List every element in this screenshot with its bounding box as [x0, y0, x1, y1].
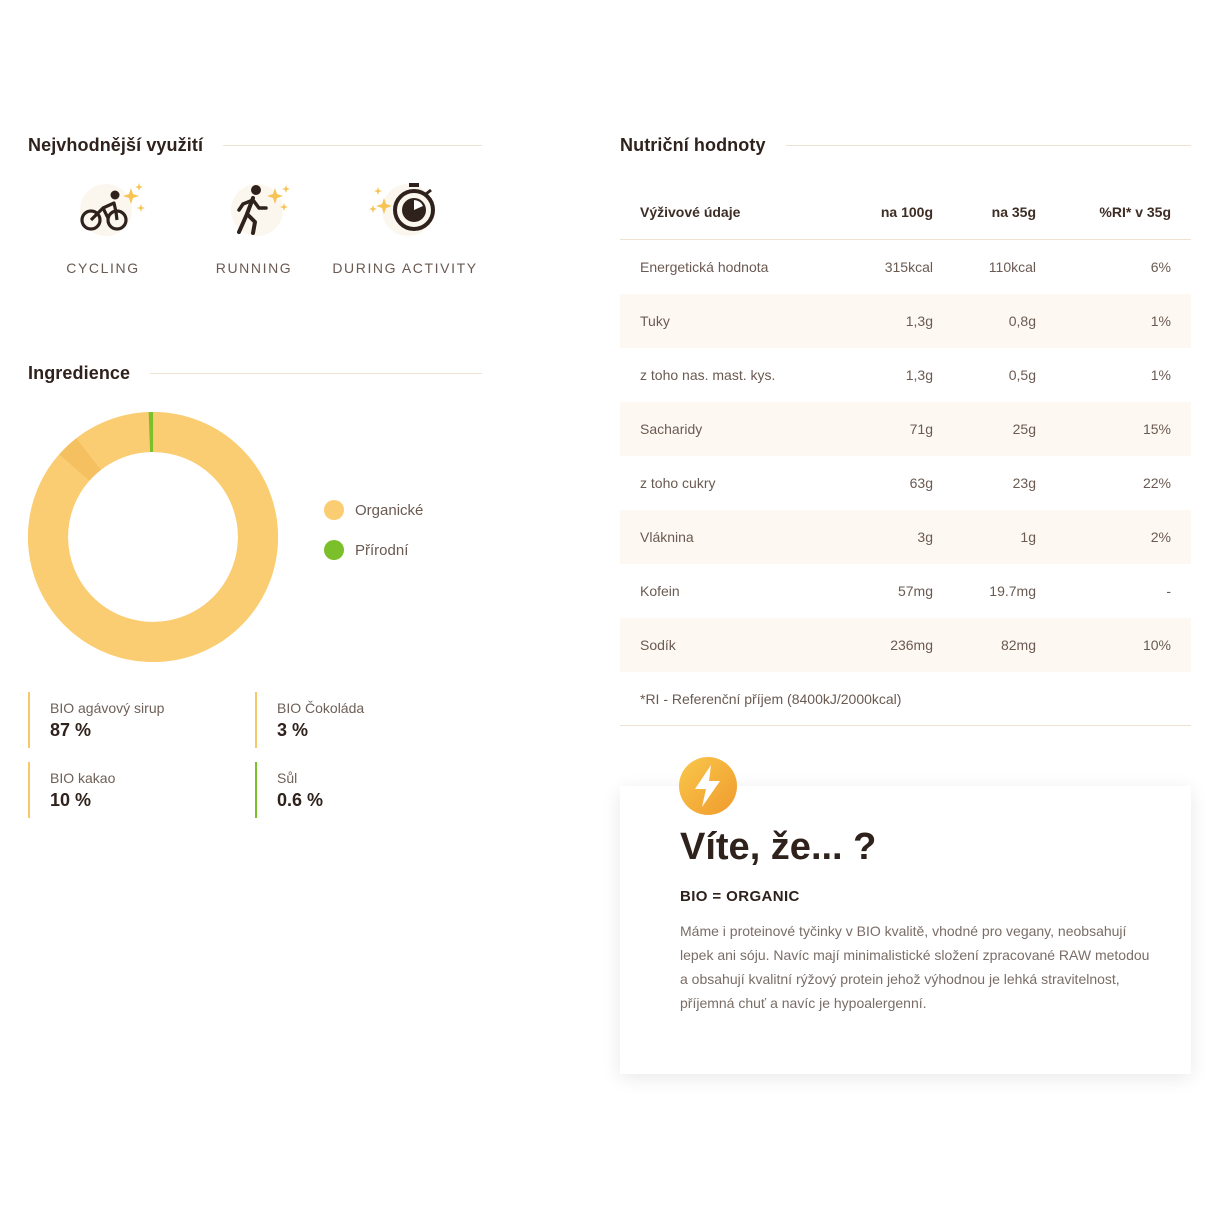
ingredients-donut-chart	[28, 412, 278, 662]
ri-percent: 22%	[1142, 475, 1171, 491]
value-per-35g: 25g	[1012, 421, 1036, 437]
ingredient-percent: 87 %	[50, 720, 92, 740]
value-per-100g: 63g	[909, 475, 933, 491]
value-per-35g: 23g	[1012, 475, 1036, 491]
legend-item-organic[interactable]: Organické	[324, 498, 423, 522]
value-per-35g: 82mg	[1000, 637, 1036, 653]
value-per-35g: 0,8g	[1008, 313, 1036, 329]
nutrient-name: Energetická hodnota	[640, 259, 769, 275]
heading-divider	[223, 144, 482, 146]
value-per-100g: 236mg	[890, 637, 933, 653]
ri-percent: 6%	[1150, 259, 1171, 275]
table-header-row: Výživové údaje na 100g na 35g %RI* v 35g	[620, 184, 1191, 240]
heading-divider	[785, 144, 1191, 146]
table-row: Vláknina 3g 1g 2%	[620, 510, 1191, 564]
usage-label: DURING ACTIVITY	[332, 260, 478, 276]
ri-percent: -	[1166, 583, 1171, 599]
value-per-100g: 71g	[909, 421, 933, 437]
running-icon	[237, 185, 290, 235]
nutrient-name: Sodík	[640, 637, 676, 653]
column-header: na 100g	[880, 203, 933, 220]
ingredient-name: Sůl	[277, 770, 298, 786]
ingredient-stat: BIO Čokoláda 3 %	[255, 692, 455, 748]
ri-percent: 1%	[1150, 367, 1171, 383]
value-per-100g: 1,3g	[905, 367, 933, 383]
nutrient-name: z toho nas. mast. kys.	[640, 367, 776, 383]
info-card-title: Víte, že... ?	[680, 826, 877, 868]
table-row: Tuky 1,3g 0,8g 1%	[620, 294, 1191, 348]
column-header: %RI* v 35g	[1099, 203, 1171, 220]
cycling-icon	[80, 183, 145, 231]
lightning-icon	[679, 757, 737, 815]
value-per-35g: 19.7mg	[989, 583, 1036, 599]
legend-label: Organické	[355, 501, 424, 519]
donut-segment	[28, 412, 278, 662]
nutrient-name: Sacharidy	[640, 421, 703, 437]
donut-legend: Organické Přírodní	[324, 498, 423, 578]
ingredient-stat: BIO agávový sirup 87 %	[28, 692, 228, 748]
ingredients-heading: Ingredience	[28, 361, 482, 385]
info-card	[620, 786, 1191, 1074]
nutrition-table: Výživové údaje na 100g na 35g %RI* v 35g…	[620, 184, 1191, 726]
ri-percent: 2%	[1150, 529, 1171, 545]
column-header: na 35g	[991, 203, 1036, 220]
ri-percent: 1%	[1150, 313, 1171, 329]
ingredient-name: BIO Čokoláda	[277, 700, 365, 716]
ingredient-percent: 10 %	[50, 790, 92, 810]
nutrient-name: Tuky	[640, 313, 670, 329]
usage-title: Nejvhodnější využití	[28, 134, 204, 155]
legend-label: Přírodní	[355, 541, 409, 559]
value-per-100g: 315kcal	[884, 259, 933, 275]
ingredient-percent: 0.6 %	[277, 790, 324, 810]
value-per-100g: 57mg	[897, 583, 933, 599]
ingredient-stat: BIO kakao 10 %	[28, 762, 228, 818]
ingredient-name: BIO kakao	[50, 770, 116, 786]
value-per-100g: 3g	[917, 529, 933, 545]
nutrient-name: Kofein	[640, 583, 680, 599]
nutrition-title: Nutriční hodnoty	[620, 134, 766, 155]
legend-item-natural[interactable]: Přírodní	[324, 538, 423, 562]
table-row: z toho nas. mast. kys. 1,3g 0,5g 1%	[620, 348, 1191, 402]
usage-label: RUNNING	[215, 260, 293, 276]
legend-dot-organic	[324, 500, 344, 520]
value-per-35g: 1g	[1020, 529, 1036, 545]
table-row: Sacharidy 71g 25g 15%	[620, 402, 1191, 456]
table-row: Sodík 236mg 82mg 10%	[620, 618, 1191, 672]
usage-item-cycling: CYCLING	[28, 178, 178, 276]
ri-percent: 15%	[1142, 421, 1171, 437]
table-row: Kofein 57mg 19.7mg -	[620, 564, 1191, 618]
stopwatch-icon	[369, 183, 435, 231]
value-per-35g: 110kcal	[988, 259, 1036, 275]
info-card-text: Máme i proteinové tyčinky v BIO kvalitě,…	[680, 923, 1150, 1011]
usage-list: CYCLING RUNNING	[28, 178, 484, 278]
table-row: Energetická hodnota 315kcal 110kcal 6%	[620, 240, 1191, 294]
ingredient-name: BIO agávový sirup	[50, 700, 165, 716]
info-card-subtitle: BIO = ORGANIC	[680, 888, 800, 905]
value-per-35g: 0,5g	[1008, 367, 1036, 383]
nutrient-name: Vláknina	[640, 529, 694, 545]
nutrient-name: z toho cukry	[640, 475, 716, 491]
usage-item-running: RUNNING	[179, 178, 329, 276]
usage-heading: Nejvhodnější využití	[28, 133, 482, 157]
table-footnote: *RI - Referenční příjem (8400kJ/2000kcal…	[620, 672, 1191, 726]
usage-label: CYCLING	[66, 260, 140, 276]
column-header: Výživové údaje	[640, 203, 741, 220]
ri-percent: 10%	[1142, 637, 1171, 653]
table-row: z toho cukry 63g 23g 22%	[620, 456, 1191, 510]
ingredient-stat: Sůl 0.6 %	[255, 762, 455, 818]
legend-dot-natural	[324, 540, 344, 560]
heading-divider	[150, 372, 482, 374]
usage-item-during-activity: DURING ACTIVITY	[330, 178, 480, 276]
value-per-100g: 1,3g	[905, 313, 933, 329]
ingredient-percent: 3 %	[277, 720, 309, 740]
ingredients-title: Ingredience	[28, 362, 131, 383]
nutrition-heading: Nutriční hodnoty	[620, 133, 1191, 157]
